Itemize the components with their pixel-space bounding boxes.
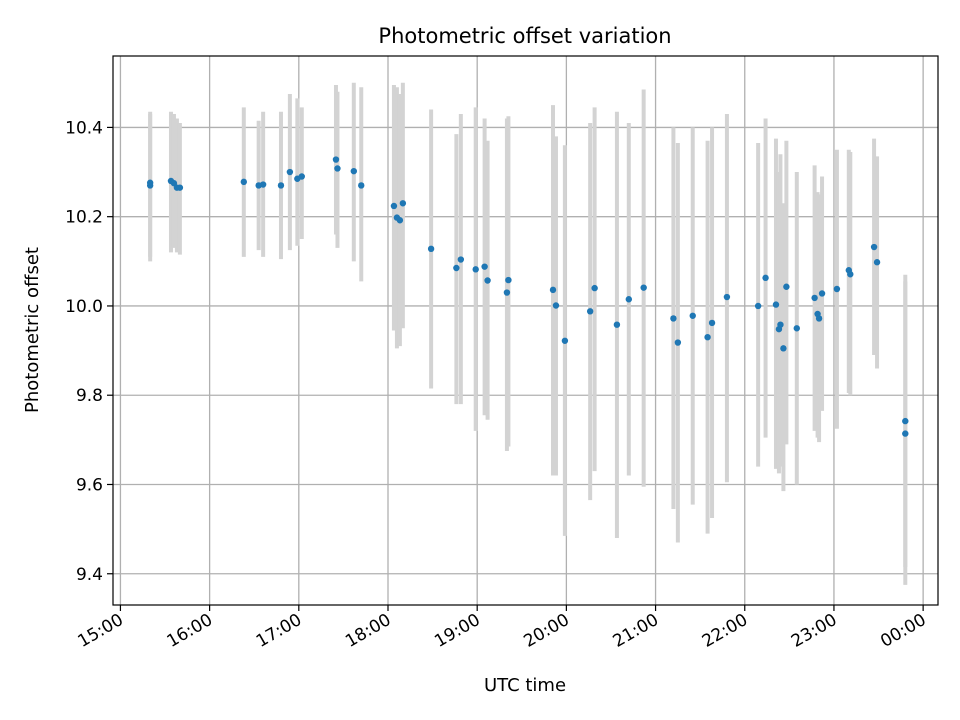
data-point: [815, 315, 823, 322]
data-point: [613, 321, 621, 328]
data-point: [902, 417, 909, 425]
data-point: [674, 339, 682, 346]
data-point: [472, 266, 479, 273]
data-point: [640, 284, 647, 291]
data-point: [704, 333, 711, 341]
data-point: [847, 271, 854, 278]
y-tick-label: 10.4: [65, 118, 103, 138]
y-tick-label: 10.0: [65, 297, 103, 317]
y-tick-label: 10.2: [65, 208, 103, 228]
data-point: [780, 345, 787, 352]
data-points: [146, 156, 909, 437]
data-point: [591, 284, 598, 292]
data-point: [457, 256, 465, 263]
data-point: [334, 165, 341, 172]
data-point: [240, 178, 248, 186]
data-point: [561, 337, 569, 344]
data-point: [484, 277, 491, 284]
data-point: [390, 202, 398, 210]
y-axis: 9.4 9.6 9.8 10.0 10.2 10.4: [65, 118, 113, 585]
data-point: [396, 217, 404, 224]
plot-frame: [112, 55, 939, 606]
data-point: [549, 286, 557, 294]
data-point: [586, 308, 594, 315]
data-point: [777, 321, 784, 328]
x-axis-label: UTC time: [484, 675, 566, 696]
data-point: [689, 312, 696, 319]
y-tick-label: 9.8: [76, 386, 103, 406]
data-point: [286, 168, 294, 176]
data-point: [176, 184, 184, 191]
y-tick-label: 9.6: [76, 475, 103, 495]
chart-title: Photometric offset variation: [378, 24, 671, 48]
data-point: [902, 430, 909, 437]
y-tick-label: 9.4: [76, 565, 103, 585]
data-point: [783, 283, 790, 290]
data-point: [873, 259, 881, 266]
data-point: [503, 289, 511, 296]
data-point: [625, 296, 633, 303]
data-point: [762, 274, 769, 282]
data-point: [670, 315, 677, 322]
data-point: [870, 243, 878, 251]
data-point: [818, 290, 826, 297]
data-point: [708, 319, 716, 327]
data-point: [481, 263, 488, 270]
data-point: [833, 285, 841, 293]
data-point: [811, 294, 818, 302]
data-point: [552, 302, 560, 309]
data-point: [772, 301, 780, 308]
data-point: [399, 200, 407, 207]
data-point: [298, 173, 305, 180]
data-point: [332, 156, 340, 163]
y-axis-label: Photometric offset: [22, 247, 43, 413]
data-point: [754, 302, 762, 310]
data-point: [350, 167, 358, 175]
data-point: [427, 245, 435, 253]
data-point: [453, 264, 460, 272]
data-point: [723, 293, 731, 301]
data-point: [358, 182, 365, 189]
data-point: [505, 276, 512, 284]
data-point: [259, 181, 267, 188]
data-point: [146, 179, 154, 186]
data-point: [793, 325, 800, 332]
data-point: [277, 182, 285, 189]
